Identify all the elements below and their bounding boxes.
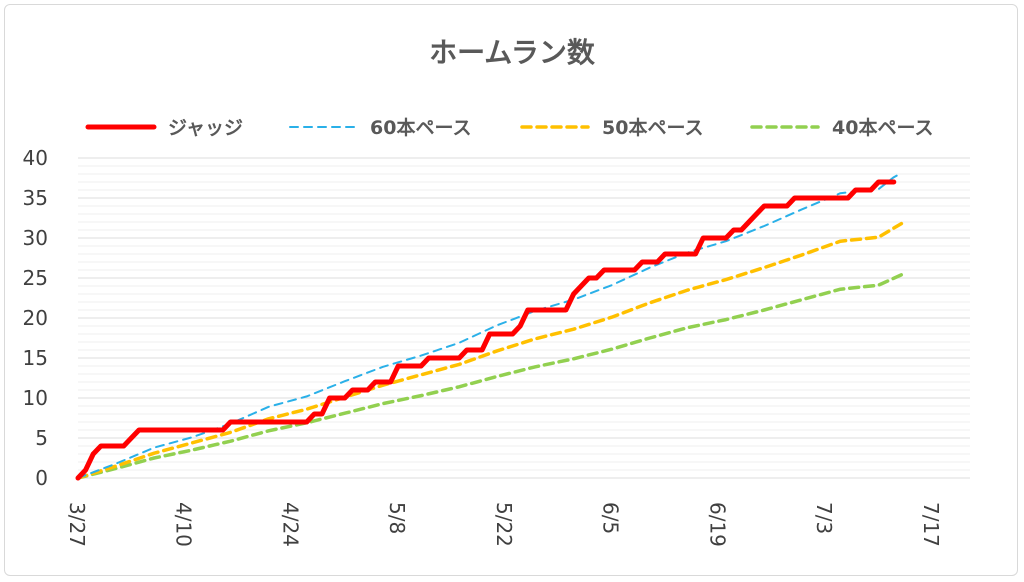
y-tick-label: 35 bbox=[23, 186, 48, 210]
x-tick-label: 6/19 bbox=[705, 502, 729, 547]
grid-minor bbox=[78, 165, 970, 471]
y-tick-label: 25 bbox=[23, 266, 48, 290]
series-line-pace-40 bbox=[76, 273, 904, 480]
x-tick-label: 7/3 bbox=[812, 502, 836, 534]
y-tick-label: 20 bbox=[23, 306, 48, 330]
grid-major bbox=[78, 157, 970, 479]
legend-label: 50本ペース bbox=[602, 116, 704, 139]
x-tick-label: 5/8 bbox=[385, 502, 409, 534]
y-axis: 0 5 10 15 20 25 30 35 40 bbox=[23, 146, 48, 490]
y-tick-label: 15 bbox=[23, 346, 48, 370]
x-tick-label: 5/22 bbox=[492, 502, 516, 547]
chart-frame bbox=[4, 4, 1018, 576]
y-tick-label: 30 bbox=[23, 226, 48, 250]
series-line-pace-50 bbox=[76, 221, 904, 480]
x-tick-label: 3/27 bbox=[65, 502, 89, 547]
x-tick-label: 7/17 bbox=[919, 502, 943, 547]
y-tick-label: 5 bbox=[35, 426, 48, 450]
plot-area bbox=[75, 172, 904, 481]
y-tick-label: 10 bbox=[23, 386, 48, 410]
chart-title: ホームラン数 bbox=[429, 36, 596, 69]
x-tick-label: 4/10 bbox=[172, 502, 196, 547]
y-tick-label: 0 bbox=[35, 466, 48, 490]
y-tick-label: 40 bbox=[23, 146, 48, 170]
x-tick-label: 4/24 bbox=[278, 502, 302, 547]
x-tick-label: 6/5 bbox=[599, 502, 623, 534]
x-axis: 3/27 4/10 4/24 5/8 5/22 6/5 6/19 7/3 7/17 bbox=[65, 502, 943, 547]
legend-label: 40本ペース bbox=[832, 116, 934, 139]
legend-label: 60本ペース bbox=[370, 116, 472, 139]
legend: ジャッジ 60本ペース 50本ペース 40本ペース bbox=[85, 116, 934, 139]
series-line-judge bbox=[75, 179, 897, 481]
legend-label: ジャッジ bbox=[168, 117, 243, 139]
